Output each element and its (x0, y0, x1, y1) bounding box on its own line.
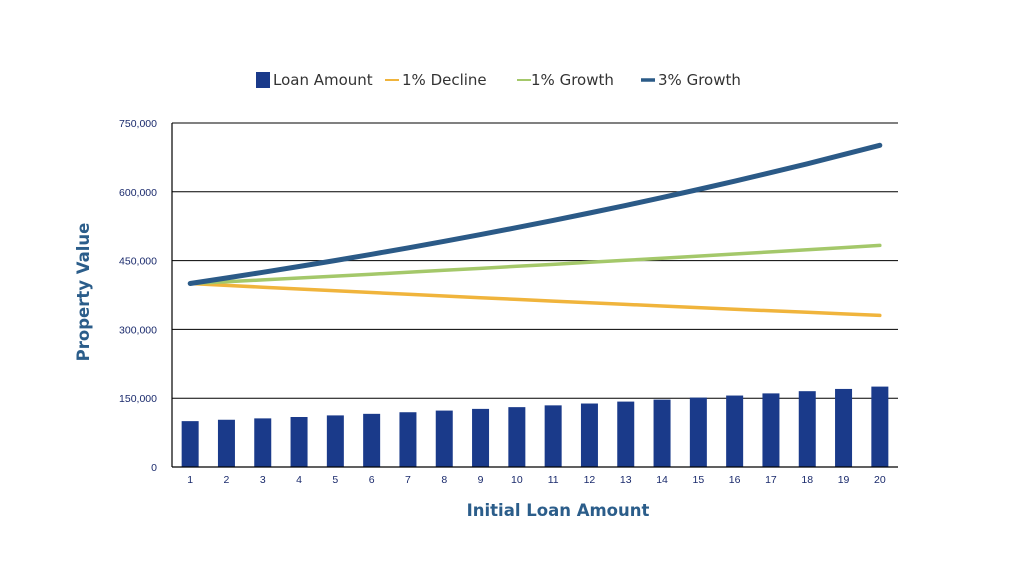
x-tick-label: 19 (838, 474, 850, 486)
bar-loan-amount (435, 410, 453, 467)
x-tick-label: 16 (729, 474, 741, 486)
bar-loan-amount (326, 415, 344, 467)
x-tick-label: 7 (405, 474, 411, 486)
x-tick-label: 6 (369, 474, 375, 486)
bar-loan-amount (472, 408, 490, 467)
legend: Loan Amount 1% Decline 1% Growth 3% Growth (256, 71, 741, 89)
x-tick-label: 5 (332, 474, 338, 486)
bar-loan-amount (254, 418, 272, 467)
legend-label-loan-amount: Loan Amount (273, 71, 373, 89)
x-tick-label: 15 (693, 474, 705, 486)
x-tick-label: 13 (620, 474, 632, 486)
gridlines (172, 122, 898, 399)
bar-loan-amount (762, 393, 780, 467)
x-tick-label: 8 (441, 474, 447, 486)
bar-loan-amount (617, 401, 635, 467)
line-3pct-growth (187, 142, 883, 286)
x-tick-label: 12 (584, 474, 596, 486)
legend-swatch-loan-amount (256, 72, 270, 88)
bar-loan-amount (290, 417, 308, 467)
bar-loan-amount (798, 391, 816, 467)
x-tick-label: 9 (478, 474, 484, 486)
bar-loan-amount (871, 386, 889, 467)
x-tick-label: 11 (548, 474, 559, 486)
x-tick-label: 14 (656, 474, 668, 486)
bar-loan-amount (726, 395, 744, 467)
line-1pct-decline (188, 281, 882, 318)
legend-label-1pct-growth: 1% Growth (531, 71, 614, 89)
y-tick-label: 0 (151, 462, 157, 474)
y-tick-label: 750,000 (119, 118, 157, 130)
bar-loan-amount (580, 403, 598, 467)
bar-loan-amount (835, 388, 853, 467)
bar-loan-amount (181, 421, 199, 467)
y-tick-label: 600,000 (119, 187, 157, 199)
x-tick-label: 2 (224, 474, 230, 486)
line-1pct-growth (188, 243, 882, 286)
legend-label-1pct-decline: 1% Decline (402, 71, 487, 89)
x-axis-title: Initial Loan Amount (467, 501, 650, 520)
x-tick-label: 4 (296, 474, 302, 486)
bar-loan-amount (689, 397, 707, 467)
legend-label-3pct-growth: 3% Growth (658, 71, 741, 89)
x-tick-label: 1 (187, 474, 193, 486)
bar-loan-amount (363, 413, 381, 467)
bar-series (181, 386, 889, 467)
bar-loan-amount (217, 419, 235, 467)
line-series (187, 142, 883, 318)
x-tick-label: 20 (874, 474, 886, 486)
x-tick-label: 18 (801, 474, 813, 486)
bar-loan-amount (399, 412, 417, 467)
x-tick-label: 3 (260, 474, 266, 486)
y-tick-label: 150,000 (119, 393, 157, 405)
bar-loan-amount (544, 405, 562, 467)
bar-loan-amount (653, 399, 671, 467)
x-tick-label: 17 (765, 474, 777, 486)
y-tick-label: 300,000 (119, 324, 157, 336)
bar-loan-amount (508, 407, 526, 467)
y-tick-label: 450,000 (119, 256, 157, 268)
y-axis-title: Property Value (74, 223, 93, 362)
x-tick-label: 10 (511, 474, 523, 486)
